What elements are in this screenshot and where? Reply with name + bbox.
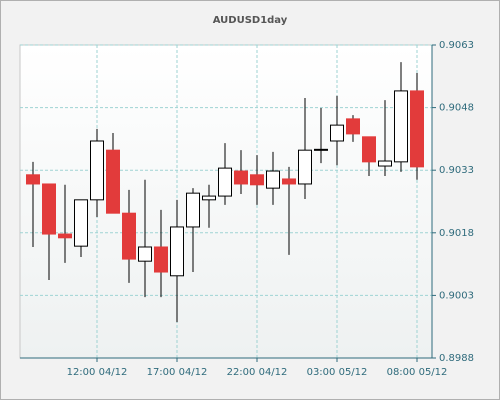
candle-body bbox=[346, 118, 360, 135]
y-tick-label: 0.8988 bbox=[439, 353, 474, 364]
y-tick-label: 0.9003 bbox=[439, 290, 474, 301]
candle-body bbox=[138, 246, 152, 262]
candle-body bbox=[394, 90, 408, 163]
x-tick-label: 03:00 05/12 bbox=[307, 367, 368, 378]
y-tick-label: 0.9018 bbox=[439, 228, 474, 239]
y-tick-label: 0.9063 bbox=[439, 40, 474, 51]
y-tick-label: 0.9048 bbox=[439, 103, 474, 114]
candle-body bbox=[74, 199, 88, 247]
candle-body bbox=[202, 195, 216, 201]
candle-body bbox=[122, 212, 136, 260]
candle-body bbox=[250, 174, 264, 186]
y-tick-label: 0.9033 bbox=[439, 165, 474, 176]
candle-body bbox=[58, 233, 72, 239]
candle-body bbox=[234, 170, 248, 185]
candle-body bbox=[410, 90, 424, 168]
candle-body bbox=[314, 148, 328, 151]
candle-body bbox=[378, 160, 392, 167]
candle-body bbox=[186, 192, 200, 228]
candle-body bbox=[298, 149, 312, 185]
candle-body bbox=[170, 226, 184, 277]
candle-body bbox=[26, 174, 40, 185]
candle-body bbox=[42, 183, 56, 235]
candle-body bbox=[154, 246, 168, 273]
candle-body bbox=[266, 170, 280, 189]
candle-body bbox=[218, 167, 232, 197]
candle-body bbox=[106, 149, 120, 214]
x-tick-label: 17:00 04/12 bbox=[147, 367, 208, 378]
candle-body bbox=[330, 124, 344, 142]
candle-body bbox=[362, 136, 376, 163]
chart-title: AUDUSD1day bbox=[213, 15, 288, 26]
x-tick-label: 12:00 04/12 bbox=[67, 367, 128, 378]
x-tick-label: 08:00 05/12 bbox=[387, 367, 448, 378]
candle-body bbox=[282, 178, 296, 185]
candle-body bbox=[90, 140, 104, 201]
x-tick-label: 22:00 04/12 bbox=[227, 367, 288, 378]
plot-area bbox=[19, 44, 433, 359]
